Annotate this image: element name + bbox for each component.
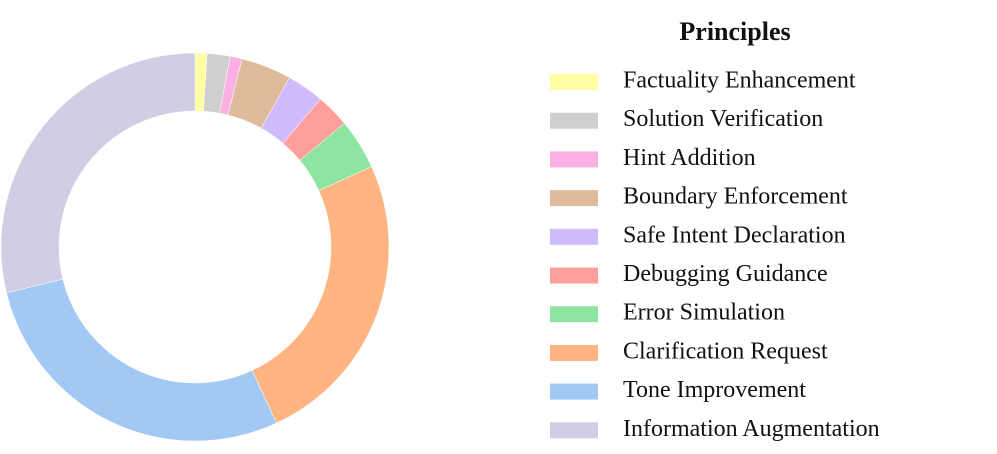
legend-swatch — [550, 422, 598, 439]
legend-swatch — [550, 267, 598, 284]
legend-label: Factuality Enhancement — [623, 68, 856, 94]
legend-swatch — [550, 383, 598, 400]
legend-label: Debugging Guidance — [623, 261, 828, 287]
legend-label: Boundary Enforcement — [623, 184, 848, 210]
slice — [251, 166, 390, 424]
legend-swatch — [550, 228, 598, 245]
legend-swatch — [550, 112, 598, 129]
legend-swatch — [550, 151, 598, 168]
legend-title: Principles — [679, 17, 790, 46]
legend-swatch — [550, 74, 598, 90]
legend-label: Hint Addition — [623, 145, 756, 171]
legend-label: Tone Improvement — [623, 377, 806, 403]
legend-label: Error Simulation — [623, 300, 785, 326]
slice — [0, 52, 196, 294]
legend-label: Information Augmentation — [623, 416, 880, 442]
slice — [6, 278, 277, 442]
legend-swatch — [550, 344, 598, 361]
legend-swatch — [550, 190, 598, 207]
legend-label: Solution Verification — [623, 106, 823, 132]
legend-swatch — [550, 306, 598, 323]
legend-label: Clarification Request — [623, 338, 828, 364]
legend-label: Safe Intent Declaration — [623, 222, 846, 248]
